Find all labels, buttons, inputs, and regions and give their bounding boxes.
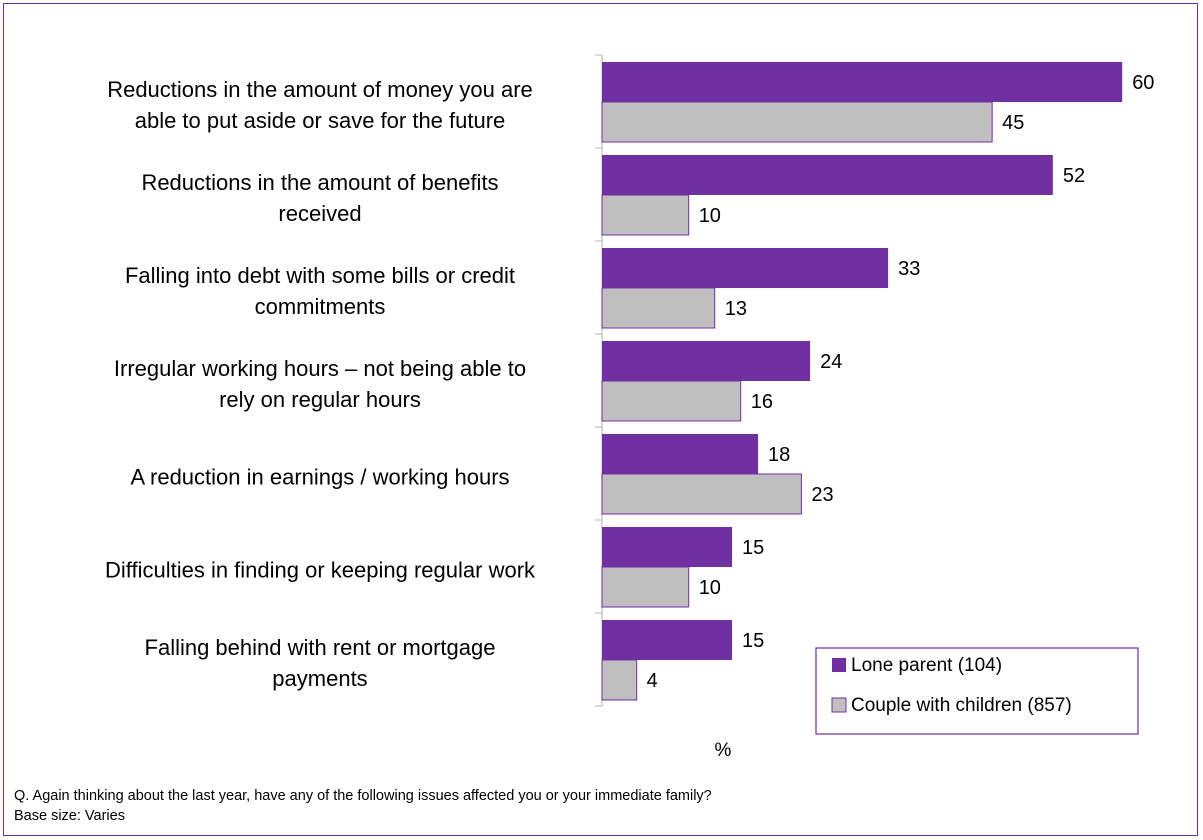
legend-swatch: [831, 697, 847, 713]
bar-lone-parent: [602, 341, 811, 381]
legend-label: Couple with children (857): [851, 695, 1072, 716]
data-label: 24: [820, 351, 842, 373]
bar-couple-with-children: [601, 287, 716, 329]
bar-couple-with-children: [601, 473, 802, 515]
data-label: 15: [742, 630, 764, 652]
data-label: 45: [1002, 112, 1024, 134]
bar-lone-parent: [602, 155, 1053, 195]
data-label: 15: [742, 537, 764, 559]
category-label: payments: [272, 666, 367, 691]
category-label: A reduction in earnings / working hours: [130, 465, 509, 490]
legend-label: Lone parent (104): [851, 655, 1002, 676]
category-label: Falling behind with rent or mortgage: [145, 635, 496, 660]
category-label: rely on regular hours: [219, 387, 421, 412]
bar-chart: Reductions in the amount of money you ar…: [105, 54, 1154, 761]
bar-lone-parent: [602, 620, 733, 660]
category-label: commitments: [255, 294, 386, 319]
data-label: 10: [699, 205, 721, 227]
footnote-base: Base size: Varies: [14, 808, 125, 824]
chart-frame: [3, 3, 1198, 836]
category-label: received: [278, 201, 361, 226]
footnote-question: Q. Again thinking about the last year, h…: [14, 788, 712, 804]
bar-lone-parent: [602, 248, 889, 288]
bar-lone-parent: [602, 62, 1123, 102]
category-label: Difficulties in finding or keeping regul…: [105, 558, 536, 583]
data-label: 23: [811, 484, 833, 506]
category-label: Falling into debt with some bills or cre…: [125, 263, 515, 288]
data-label: 60: [1132, 72, 1154, 94]
category-label: Irregular working hours – not being able…: [114, 356, 526, 381]
data-label: 52: [1063, 165, 1085, 187]
category-label: Reductions in the amount of money you ar…: [107, 77, 533, 102]
data-label: 13: [725, 298, 747, 320]
x-axis-label: %: [715, 740, 732, 761]
bar-couple-with-children: [601, 101, 993, 143]
bar-lone-parent: [602, 434, 759, 474]
data-label: 10: [699, 577, 721, 599]
bar-couple-with-children: [601, 566, 690, 608]
data-label: 4: [647, 670, 658, 692]
category-label: Reductions in the amount of benefits: [141, 170, 498, 195]
bar-couple-with-children: [601, 380, 742, 422]
category-label: able to put aside or save for the future: [135, 108, 506, 133]
legend-box: [815, 647, 1139, 735]
bar-couple-with-children: [601, 659, 638, 701]
data-label: 18: [768, 444, 790, 466]
data-label: 16: [751, 391, 773, 413]
bar-couple-with-children: [601, 194, 690, 236]
data-label: 33: [898, 258, 920, 280]
legend-swatch: [832, 658, 846, 672]
bar-lone-parent: [602, 527, 733, 567]
